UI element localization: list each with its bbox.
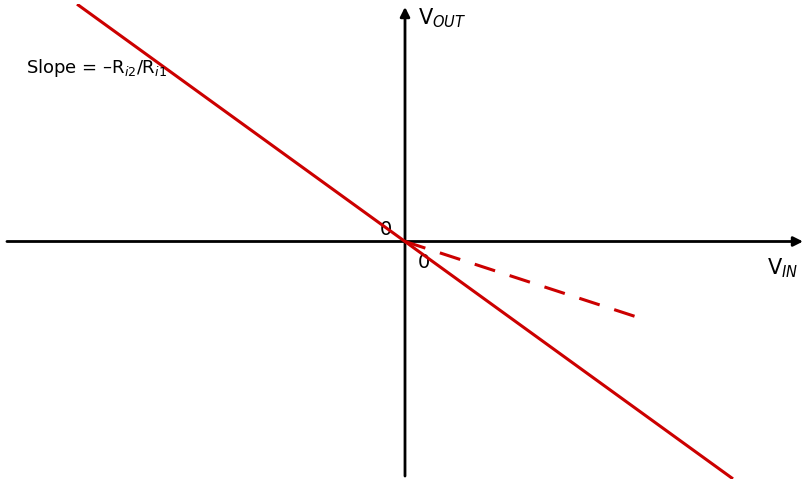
Text: V$_{IN}$: V$_{IN}$ [767, 256, 799, 280]
Text: V$_{OUT}$: V$_{OUT}$ [418, 7, 467, 30]
Text: 0: 0 [418, 253, 430, 272]
Text: Slope = –R$_{i2}$/R$_{i1}$: Slope = –R$_{i2}$/R$_{i1}$ [26, 57, 167, 79]
Text: 0: 0 [380, 220, 392, 240]
